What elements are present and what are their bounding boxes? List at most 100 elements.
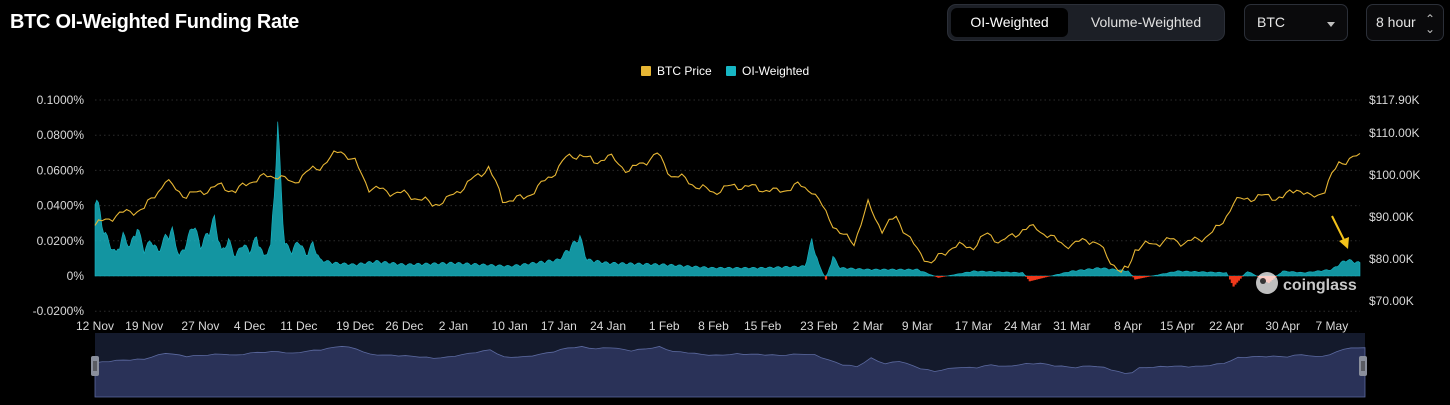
y-right-tick-label: $70.00K xyxy=(1369,294,1414,308)
x-tick-label: 24 Mar xyxy=(1004,319,1041,333)
navigator-right-handle[interactable] xyxy=(1359,356,1367,376)
funding-negative-bar xyxy=(1237,276,1240,281)
x-tick-label: 9 Mar xyxy=(902,319,933,333)
funding-negative-bar xyxy=(1239,276,1242,279)
left-axis: 0.1000% 0.0800% 0.0600% 0.0400% 0.0200% 0% -0.… xyxy=(33,93,85,318)
y-left-tick-label: 0.0400% xyxy=(37,199,85,213)
x-tick-label: 26 Dec xyxy=(385,319,423,333)
legend-swatch xyxy=(641,66,651,76)
funding-negative-bar xyxy=(1026,276,1030,280)
funding-negative-bar xyxy=(1141,276,1144,279)
page-title: BTC OI-Weighted Funding Rate xyxy=(10,11,299,33)
funding-negative-bar xyxy=(935,276,938,278)
weighting-toggle: OI-Weighted Volume-Weighted xyxy=(947,4,1225,41)
legend: BTC Price OI-Weighted xyxy=(641,64,809,78)
funding-negative-bar xyxy=(937,276,940,278)
navigator-area xyxy=(94,346,1366,398)
watermark: coinglass xyxy=(1256,272,1357,294)
grid-lines xyxy=(95,99,1360,312)
funding-negative-bar xyxy=(942,276,945,277)
x-tick-label: 19 Dec xyxy=(336,319,374,333)
x-tick-label: 1 Feb xyxy=(649,319,680,333)
x-axis: 12 Nov 19 Nov 27 Nov 4 Dec 11 Dec 19 Dec 26 De… xyxy=(76,319,1348,333)
x-tick-label: 7 May xyxy=(1316,319,1349,333)
price-line xyxy=(94,150,1361,273)
tab-volume-weighted[interactable]: Volume-Weighted xyxy=(1090,14,1202,30)
x-tick-label: 17 Jan xyxy=(541,319,577,333)
y-right-tick-label: $117.90K xyxy=(1369,93,1420,107)
x-tick-label: 27 Nov xyxy=(181,319,219,333)
funding-negative-bar xyxy=(1132,276,1135,278)
y-left-tick-label: 0.0800% xyxy=(37,128,85,142)
chevron-down-icon xyxy=(1327,22,1335,27)
x-tick-label: 17 Mar xyxy=(955,319,992,333)
range-navigator xyxy=(91,333,1367,398)
btc-price-line xyxy=(94,150,1361,273)
y-left-tick-label: 0% xyxy=(67,269,85,283)
funding-positive-area xyxy=(94,121,1361,277)
funding-negative-bar xyxy=(939,276,942,278)
legend-swatch xyxy=(726,66,736,76)
x-tick-label: 15 Apr xyxy=(1160,319,1195,333)
tab-oi-weighted[interactable]: OI-Weighted xyxy=(951,8,1068,37)
funding-negative-bar xyxy=(1042,276,1045,278)
interval-select[interactable]: 8 hour ⌃ ⌄ xyxy=(1366,4,1444,41)
legend-label: BTC Price xyxy=(657,64,712,78)
annotation-arrow xyxy=(1331,215,1349,249)
legend-label: OI-Weighted xyxy=(742,64,809,78)
x-tick-label: 22 Apr xyxy=(1209,319,1244,333)
x-tick-label: 10 Jan xyxy=(492,319,528,333)
y-left-tick-label: 0.0600% xyxy=(37,163,85,177)
x-tick-label: 31 Mar xyxy=(1053,319,1090,333)
funding-negative-bar xyxy=(1241,276,1244,277)
up-down-chevron-icon: ⌃ ⌄ xyxy=(1424,12,1435,36)
arrow-head xyxy=(1339,237,1349,249)
funding-negative-bar xyxy=(1236,276,1239,283)
funding-negative-bar xyxy=(1039,276,1042,279)
y-right-tick-label: $100.00K xyxy=(1369,168,1420,182)
x-tick-label: 19 Nov xyxy=(125,319,163,333)
coinglass-logo-eye xyxy=(1260,278,1266,284)
coin-select[interactable]: BTC xyxy=(1244,4,1348,41)
funding-negative-bar xyxy=(1030,276,1033,281)
x-tick-label: 2 Mar xyxy=(853,319,884,333)
x-tick-label: 15 Feb xyxy=(744,319,782,333)
funding-negative-bar xyxy=(1035,276,1038,280)
right-axis: $117.90K $110.00K $100.00K $90.00K $80.00K $7… xyxy=(1369,93,1420,308)
funding-negative-bar xyxy=(1139,276,1142,279)
y-left-tick-label: -0.0200% xyxy=(33,304,85,318)
funding-negative-bar xyxy=(1135,276,1139,280)
funding-negative-bar xyxy=(1142,276,1146,278)
x-tick-label: 30 Apr xyxy=(1265,319,1300,333)
watermark-text: coinglass xyxy=(1283,277,1357,294)
x-tick-label: 2 Jan xyxy=(439,319,468,333)
funding-negative-bar xyxy=(1134,276,1137,280)
funding-negative-bar xyxy=(1234,276,1237,285)
coinglass-logo-icon xyxy=(1256,272,1278,294)
funding-negative-bar xyxy=(1146,276,1149,277)
y-left-tick-label: 0.1000% xyxy=(37,93,85,107)
x-tick-label: 12 Nov xyxy=(76,319,114,333)
x-tick-label: 4 Dec xyxy=(234,319,265,333)
navigator-left-handle[interactable] xyxy=(91,356,99,376)
funding-negative-bar xyxy=(1232,276,1235,287)
funding-negative-bar xyxy=(1040,276,1044,279)
x-tick-label: 23 Feb xyxy=(800,319,838,333)
funding-negative-bar xyxy=(1028,276,1031,282)
funding-negative-bar xyxy=(1033,276,1037,280)
x-tick-label: 11 Dec xyxy=(280,319,317,333)
x-tick-label: 24 Jan xyxy=(590,319,626,333)
coin-select-value: BTC xyxy=(1257,14,1285,30)
y-right-tick-label: $110.00K xyxy=(1369,126,1420,140)
funding-negative-bar xyxy=(1046,276,1049,277)
x-tick-label: 8 Apr xyxy=(1114,319,1142,333)
funding-negative-bar xyxy=(1137,276,1140,279)
funding-negative-bar xyxy=(1148,276,1151,277)
funding-area xyxy=(94,121,1361,287)
funding-negative-bar xyxy=(1228,276,1232,280)
y-right-tick-label: $90.00K xyxy=(1369,210,1414,224)
funding-negative-bar xyxy=(1044,276,1047,278)
y-right-tick-label: $80.00K xyxy=(1369,252,1414,266)
funding-negative-bar xyxy=(1025,276,1028,277)
